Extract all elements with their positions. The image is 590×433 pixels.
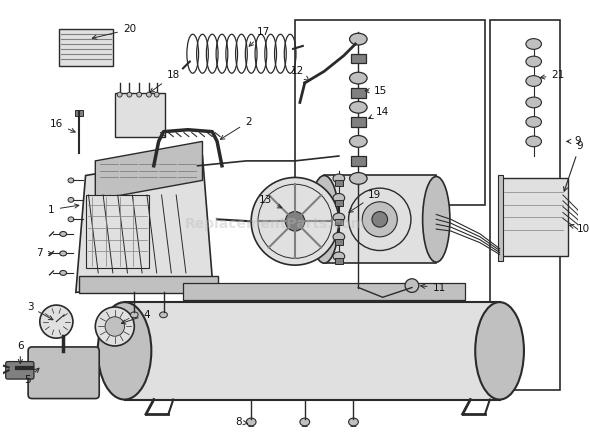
Bar — [335, 220, 343, 225]
Ellipse shape — [246, 418, 256, 426]
FancyBboxPatch shape — [28, 347, 99, 398]
Ellipse shape — [68, 178, 74, 183]
Bar — [86, 195, 149, 268]
Ellipse shape — [333, 252, 345, 261]
Circle shape — [286, 212, 305, 231]
Text: 11: 11 — [421, 282, 446, 293]
Circle shape — [96, 307, 135, 346]
Ellipse shape — [333, 174, 345, 183]
Ellipse shape — [333, 213, 345, 222]
Bar — [350, 88, 366, 97]
Ellipse shape — [526, 39, 542, 49]
Ellipse shape — [526, 136, 542, 147]
Text: 6: 6 — [17, 341, 24, 364]
Ellipse shape — [60, 251, 67, 256]
Circle shape — [372, 212, 388, 227]
Text: 8: 8 — [235, 417, 248, 427]
Bar — [350, 156, 366, 166]
Circle shape — [146, 92, 151, 97]
Ellipse shape — [349, 136, 367, 147]
Text: 3: 3 — [27, 302, 53, 320]
Text: ReplacementParts.com: ReplacementParts.com — [185, 217, 366, 231]
Ellipse shape — [349, 173, 367, 184]
Circle shape — [40, 305, 73, 338]
Ellipse shape — [160, 312, 168, 318]
Ellipse shape — [422, 177, 450, 262]
Bar — [350, 54, 366, 64]
Text: 9: 9 — [567, 136, 581, 146]
FancyBboxPatch shape — [6, 362, 34, 379]
Ellipse shape — [349, 418, 358, 426]
Ellipse shape — [247, 427, 255, 431]
Text: 14: 14 — [369, 107, 389, 119]
Ellipse shape — [349, 427, 358, 431]
Text: 5: 5 — [24, 368, 39, 385]
Circle shape — [105, 317, 124, 336]
Bar — [115, 93, 165, 136]
Ellipse shape — [526, 116, 542, 127]
Text: 16: 16 — [50, 119, 75, 132]
Ellipse shape — [526, 76, 542, 86]
Bar — [59, 29, 113, 66]
Text: 1: 1 — [48, 204, 79, 215]
Bar — [350, 117, 366, 127]
Bar — [78, 276, 218, 294]
Text: 2: 2 — [220, 117, 251, 139]
Bar — [500, 178, 568, 256]
Text: 15: 15 — [365, 86, 388, 96]
Circle shape — [349, 188, 411, 251]
Ellipse shape — [349, 72, 367, 84]
Bar — [124, 302, 500, 400]
Text: 21: 21 — [540, 70, 565, 80]
Ellipse shape — [475, 302, 524, 400]
Circle shape — [137, 92, 142, 97]
Ellipse shape — [310, 175, 339, 263]
Text: 19: 19 — [349, 190, 382, 212]
Circle shape — [127, 92, 132, 97]
Text: 13: 13 — [259, 195, 282, 208]
Ellipse shape — [333, 194, 345, 202]
Text: 18: 18 — [150, 70, 180, 92]
Bar — [497, 175, 503, 261]
Ellipse shape — [98, 302, 151, 400]
Ellipse shape — [300, 418, 310, 426]
Bar — [335, 259, 343, 264]
Circle shape — [154, 92, 159, 97]
Text: 17: 17 — [249, 27, 270, 46]
Text: 4: 4 — [122, 310, 150, 324]
Bar — [335, 200, 343, 206]
Ellipse shape — [60, 232, 67, 236]
Polygon shape — [96, 142, 202, 200]
Bar — [295, 19, 485, 205]
Circle shape — [405, 279, 419, 292]
Ellipse shape — [68, 217, 74, 222]
Text: 9: 9 — [563, 141, 583, 191]
Bar — [490, 19, 560, 390]
Ellipse shape — [526, 97, 542, 108]
Polygon shape — [183, 283, 466, 300]
Bar — [335, 181, 343, 186]
Text: 10: 10 — [569, 224, 590, 234]
Ellipse shape — [60, 271, 67, 275]
Ellipse shape — [349, 101, 367, 113]
Polygon shape — [76, 156, 212, 292]
Circle shape — [251, 178, 339, 265]
Bar — [335, 239, 343, 245]
Bar — [324, 175, 436, 263]
Text: 20: 20 — [92, 24, 136, 39]
Ellipse shape — [349, 33, 367, 45]
Bar — [75, 110, 83, 116]
Text: 7: 7 — [37, 249, 53, 259]
Ellipse shape — [333, 233, 345, 241]
Ellipse shape — [130, 312, 138, 318]
Ellipse shape — [526, 56, 542, 67]
Circle shape — [12, 362, 23, 374]
Ellipse shape — [68, 197, 74, 202]
Ellipse shape — [301, 427, 309, 431]
Text: 12: 12 — [290, 66, 309, 81]
Circle shape — [117, 92, 122, 97]
Circle shape — [362, 202, 397, 237]
